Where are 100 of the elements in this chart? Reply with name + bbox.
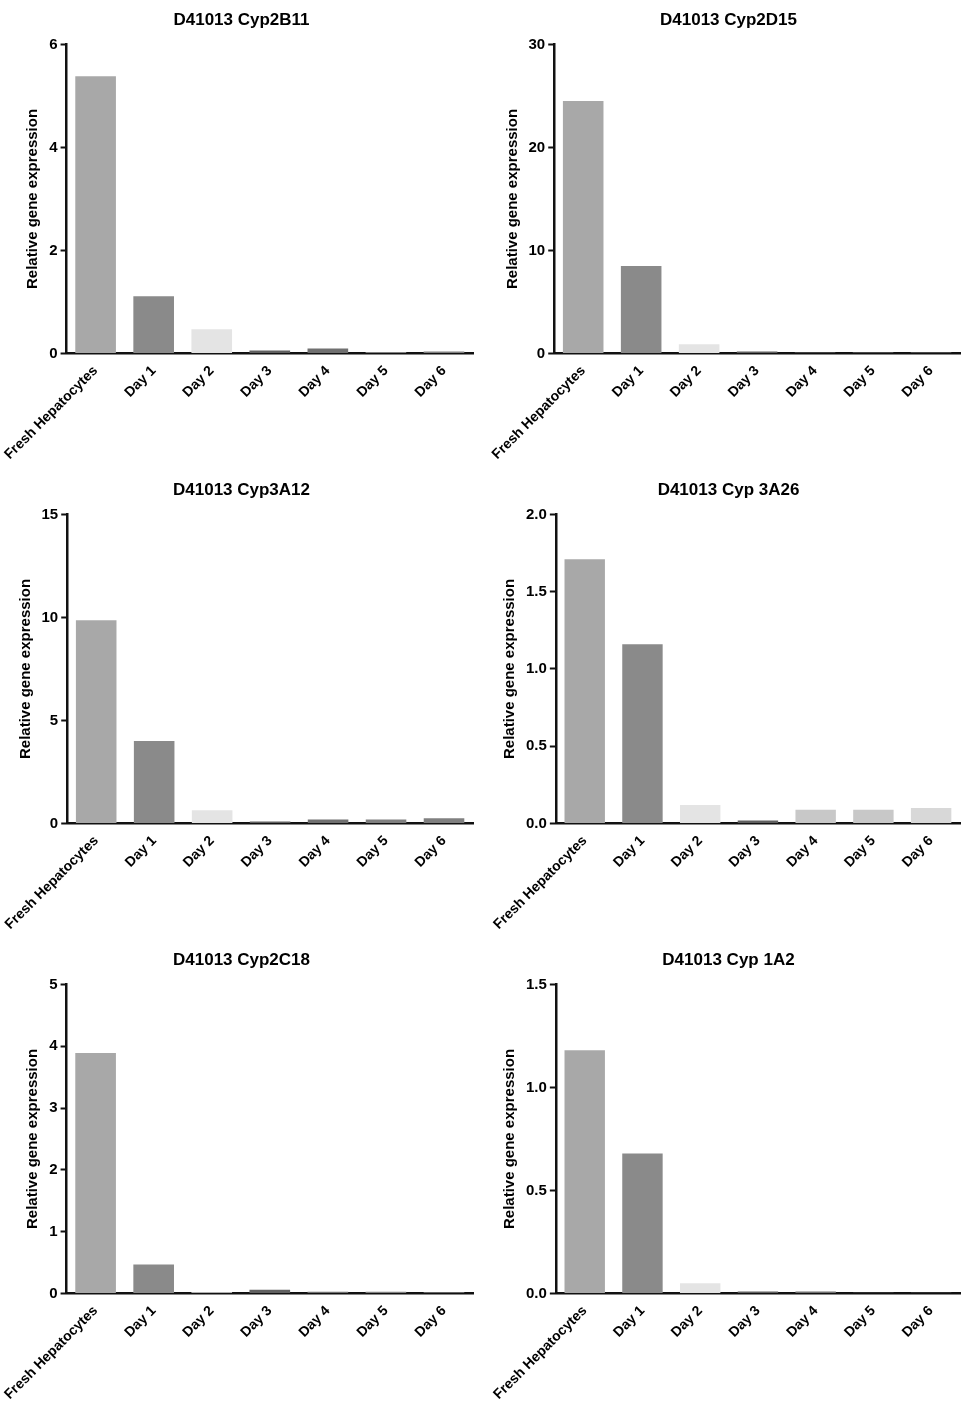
y-tick-label: 4 [49, 137, 59, 155]
y-tick-label: 0.0 [525, 813, 547, 831]
y-tick-label: 4 [49, 1036, 59, 1054]
y-tick-label: 0.5 [525, 1180, 547, 1198]
y-tick-label: 1.0 [525, 659, 547, 677]
bar [249, 350, 291, 354]
x-tick-label: Day 2 [178, 361, 217, 400]
y-axis-title: Relative gene expression [500, 578, 518, 760]
bar [75, 620, 117, 824]
bar [133, 1264, 174, 1294]
chart-title: D41013 Cyp2C18 [172, 949, 311, 969]
y-axis-title: Relative gene expression [500, 1048, 518, 1230]
x-tick-label: Day 2 [666, 361, 705, 400]
x-tick-label: Day 3 [724, 361, 763, 400]
bar [910, 808, 952, 824]
x-tick-label: Day 1 [609, 1301, 648, 1340]
x-tick-label: Day 2 [667, 831, 706, 870]
bar [133, 296, 174, 354]
y-tick-label: 0 [49, 343, 58, 361]
bar [307, 348, 349, 354]
x-tick-label: Day 2 [178, 1301, 217, 1340]
x-tick-label: Day 5 [353, 1301, 391, 1340]
chart-title: D41013 Cyp2D15 [659, 9, 798, 29]
y-axis-title: Relative gene expression [502, 108, 520, 290]
bar [249, 1289, 291, 1294]
x-tick-label: Day 5 [840, 361, 879, 400]
x-tick-label: Day 5 [353, 831, 392, 870]
x-tick-label: Day 4 [782, 361, 821, 400]
y-tick-label: 0.0 [525, 1283, 547, 1301]
bar [75, 76, 116, 354]
x-tick-label: Day 4 [294, 1301, 333, 1340]
x-tick-label: Day 1 [608, 361, 647, 400]
y-tick-label: 15 [41, 504, 59, 522]
x-tick-label: Day 2 [179, 831, 218, 870]
x-tick-label: Day 3 [236, 1301, 275, 1340]
y-tick-label: 0 [49, 1283, 58, 1301]
x-tick-label: Day 6 [411, 361, 449, 400]
y-tick-label: 1.5 [525, 974, 547, 992]
x-tick-label: Day 3 [237, 831, 276, 870]
y-tick-label: 30 [528, 34, 546, 52]
x-tick-label: Day 4 [782, 1301, 821, 1340]
chart-title: D41013 Cyp 3A26 [657, 479, 800, 499]
x-tick-label: Day 1 [609, 831, 648, 870]
x-tick-label: Day 4 [782, 831, 821, 870]
bar [365, 819, 407, 824]
chart-title: D41013 Cyp 1A2 [662, 949, 795, 969]
x-tick-label: Day 3 [236, 361, 275, 400]
bar [853, 809, 894, 824]
x-tick-label: Day 4 [295, 831, 334, 870]
y-tick-label: 20 [528, 137, 546, 155]
y-axis-title: Relative gene expression [15, 578, 33, 760]
x-tick-label: Day 3 [725, 831, 763, 870]
bar [307, 819, 349, 824]
x-tick-label: Day 2 [667, 1301, 706, 1340]
y-tick-label: 0.5 [525, 736, 547, 754]
x-tick-label: Day 6 [411, 1301, 449, 1340]
x-tick-label: Day 1 [121, 831, 160, 870]
y-tick-label: 2 [49, 1160, 58, 1178]
y-tick-label: 1 [49, 1221, 58, 1239]
y-tick-label: 10 [41, 607, 59, 625]
y-axis-title: Relative gene expression [23, 1048, 41, 1230]
bar [423, 818, 465, 824]
y-tick-label: 2.0 [525, 504, 547, 522]
chart-title: D41013 Cyp3A12 [172, 479, 311, 499]
x-tick-label: Day 6 [411, 831, 450, 870]
x-tick-label: Day 3 [725, 1301, 763, 1340]
chart-title: D41013 Cyp2B11 [173, 9, 310, 29]
x-tick-label: Day 4 [294, 361, 333, 400]
x-tick-label: Day 6 [898, 831, 937, 870]
y-tick-label: 1.0 [525, 1077, 547, 1095]
y-tick-label: 5 [49, 974, 58, 992]
bar [678, 344, 720, 354]
bar [737, 820, 779, 824]
y-tick-label: 2 [49, 240, 58, 258]
x-tick-label: Day 6 [898, 361, 937, 400]
x-tick-label: Day 1 [120, 361, 159, 400]
x-tick-label: Day 5 [840, 831, 879, 870]
y-tick-label: 0 [536, 343, 546, 361]
bar [679, 804, 721, 824]
y-tick-label: 5 [49, 710, 59, 728]
bar [75, 1053, 116, 1294]
y-tick-label: 1.5 [525, 581, 547, 599]
x-tick-label: Day 5 [353, 361, 391, 400]
y-tick-label: 0 [49, 813, 59, 831]
bar [191, 810, 233, 824]
bar [679, 1283, 721, 1294]
y-axis-title: Relative gene expression [23, 108, 41, 290]
x-tick-label: Day 5 [840, 1301, 879, 1340]
bar [564, 1050, 605, 1294]
bar [795, 809, 836, 824]
bar [133, 741, 175, 824]
bar [564, 559, 605, 824]
bar [620, 265, 662, 354]
bar [562, 101, 604, 354]
y-tick-label: 3 [49, 1098, 58, 1116]
x-tick-label: Day 1 [120, 1301, 159, 1340]
x-tick-label: Day 6 [898, 1301, 937, 1340]
y-tick-label: 6 [49, 34, 58, 52]
y-tick-label: 10 [528, 240, 546, 258]
bar [622, 644, 663, 824]
